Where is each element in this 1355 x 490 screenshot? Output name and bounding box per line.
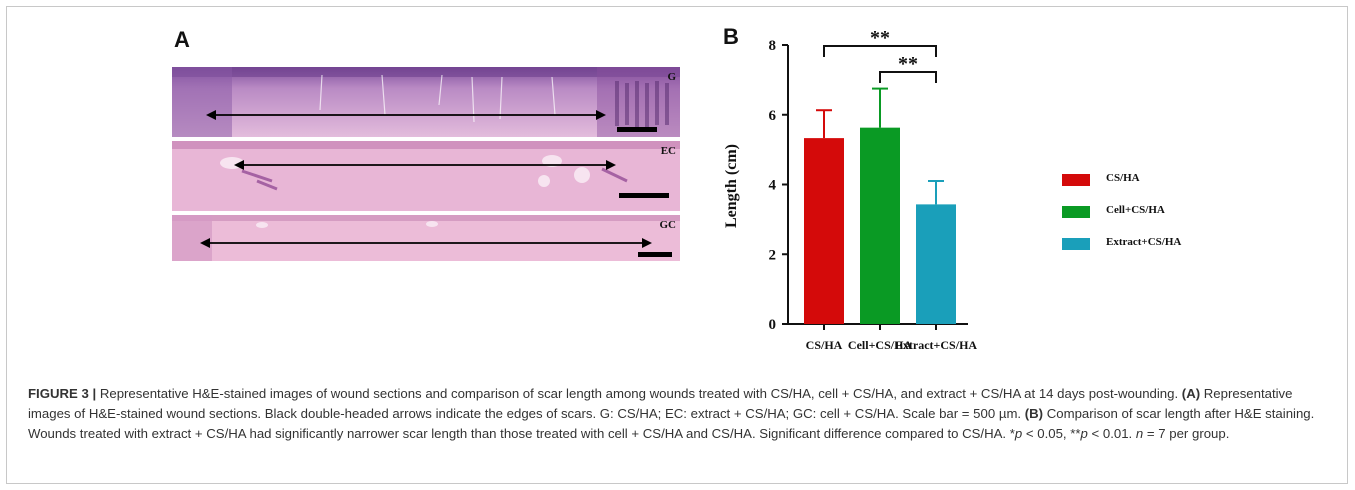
strip-label-g: G (667, 71, 676, 83)
figure-label: FIGURE 3 | (28, 386, 97, 401)
caption-b-text: Comparison of scar length after H&E stai… (28, 406, 1315, 441)
tissue-image-g (172, 67, 680, 137)
strip-label-gc: GC (659, 219, 677, 231)
y-tick-label: 2 (769, 247, 777, 263)
significance-bracket (879, 71, 937, 83)
legend-label: Extract+CS/HA (1106, 236, 1182, 248)
panel-b-label: B (723, 24, 739, 49)
bar (860, 127, 900, 324)
caption-n-symbol: n (1135, 426, 1144, 441)
significance-label: ** (870, 27, 890, 49)
legend-label: Cell+CS/HA (1106, 204, 1165, 216)
caption-threshold-2: < 0.01. (1087, 426, 1136, 441)
x-tick-label: Extract+CS/HA (895, 338, 977, 352)
y-axis-label: Length (cm) (723, 144, 740, 228)
y-tick-label: 4 (769, 178, 777, 194)
strip-label-ec: EC (660, 145, 676, 157)
significance-brackets: ** ** (823, 27, 937, 83)
tissue-section-ec: EC (172, 141, 680, 211)
caption-a-text: Representative images of H&E-stained wou… (28, 386, 1293, 421)
caption-p-symbol: p (1080, 426, 1088, 441)
caption-b-tag: (B) (1024, 406, 1044, 421)
figure-caption: FIGURE 3 | Representative H&E-stained im… (28, 384, 1328, 444)
legend-swatch (1062, 206, 1090, 218)
y-tick-label: 0 (769, 317, 777, 333)
y-tick-label: 6 (769, 108, 777, 124)
x-tick-label: CS/HA (806, 338, 843, 352)
significance-bracket (823, 45, 937, 57)
caption-intro: Representative H&E-stained images of wou… (96, 386, 1182, 401)
x-tick-label: Cell+CS/HA (848, 338, 913, 352)
caption-a-tag: (A) (1181, 386, 1201, 401)
caption-end: = 7 per group. (1143, 426, 1230, 441)
tissue-image-ec (172, 141, 680, 211)
significance-label: ** (898, 53, 918, 75)
y-tick-label: 8 (769, 38, 777, 54)
panel-a-label: A (174, 27, 190, 52)
bar (804, 138, 844, 324)
legend-swatch (1062, 174, 1090, 186)
tissue-section-gc: GC (172, 215, 680, 261)
chart-bars (804, 87, 956, 324)
caption-threshold-1: < 0.05, ** (1022, 426, 1081, 441)
legend-swatch (1062, 238, 1090, 250)
caption-p-symbol: p (1014, 426, 1023, 441)
legend-label: CS/HA (1106, 172, 1140, 184)
tissue-image-gc (172, 215, 680, 261)
he-stained-sections: G EC (172, 67, 680, 267)
bar (916, 204, 956, 324)
tissue-section-g: G (172, 67, 680, 137)
